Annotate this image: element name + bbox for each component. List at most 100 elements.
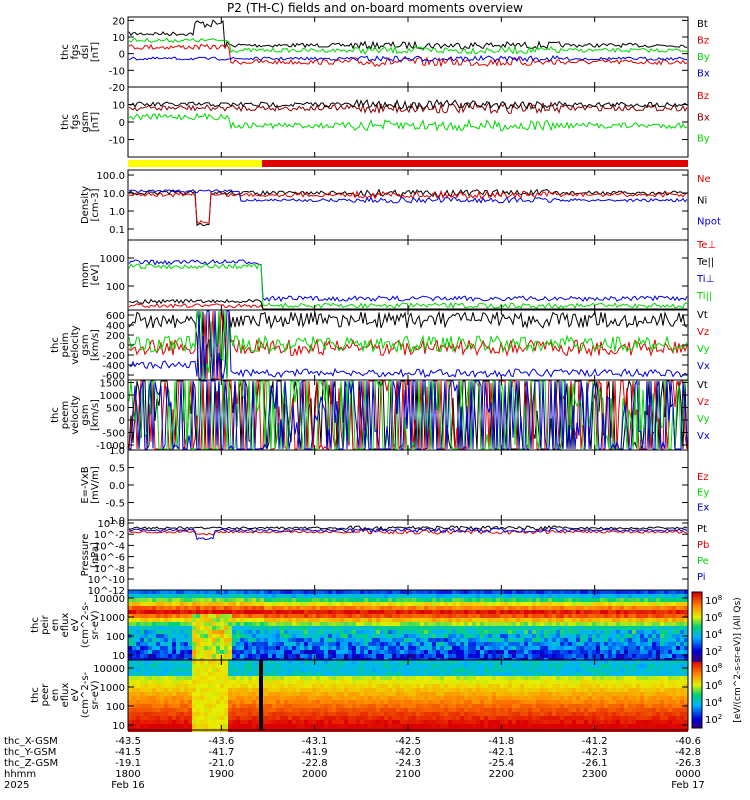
heat-cell	[212, 720, 216, 724]
heat-cell	[276, 704, 280, 708]
heat-cell	[520, 614, 524, 618]
heat-cell	[192, 594, 196, 598]
heat-cell	[352, 692, 356, 696]
heat-cell	[244, 664, 248, 668]
heat-cell	[316, 650, 320, 654]
heat-cell	[280, 638, 284, 642]
heat-cell	[448, 622, 452, 626]
heat-cell	[524, 610, 528, 614]
heat-cell	[428, 680, 432, 684]
heat-cell	[304, 610, 308, 614]
heat-cell	[680, 602, 684, 606]
heat-cell	[300, 688, 304, 692]
heat-cell	[264, 598, 268, 602]
heat-cell	[416, 614, 420, 618]
heat-cell	[484, 712, 488, 716]
heat-cell	[572, 720, 576, 724]
heat-cell	[336, 716, 340, 720]
heat-cell	[600, 650, 604, 654]
heat-cell	[352, 622, 356, 626]
heat-cell	[540, 590, 544, 594]
heat-cell	[316, 634, 320, 638]
heat-cell	[368, 614, 372, 618]
heat-cell	[276, 606, 280, 610]
heat-cell	[240, 594, 244, 598]
heat-cell	[220, 618, 224, 622]
heat-cell	[440, 708, 444, 712]
heat-cell	[436, 704, 440, 708]
heat-cell	[640, 594, 644, 598]
heat-cell	[588, 654, 592, 658]
heat-cell	[396, 704, 400, 708]
heat-cell	[276, 650, 280, 654]
heat-cell	[196, 708, 200, 712]
heat-cell	[548, 646, 552, 650]
heat-cell	[516, 692, 520, 696]
heat-cell	[376, 638, 380, 642]
heat-cell	[684, 618, 688, 622]
heat-cell	[580, 618, 584, 622]
heat-cell	[416, 606, 420, 610]
heat-cell	[148, 650, 152, 654]
heat-cell	[612, 622, 616, 626]
heat-cell	[392, 680, 396, 684]
heat-cell	[584, 688, 588, 692]
heat-cell	[172, 610, 176, 614]
heat-cell	[576, 688, 580, 692]
heat-cell	[532, 610, 536, 614]
heat-cell	[568, 720, 572, 724]
heat-cell	[528, 590, 532, 594]
heat-cell	[220, 598, 224, 602]
y-tick-label: -0.5	[105, 499, 125, 510]
heat-cell	[336, 668, 340, 672]
heat-cell	[552, 590, 556, 594]
heat-cell	[436, 590, 440, 594]
heat-cell	[544, 642, 548, 646]
y-tick-label: 0	[119, 50, 125, 61]
heat-cell	[180, 614, 184, 618]
heat-cell	[312, 606, 316, 610]
heat-cell	[248, 676, 252, 680]
heat-cell	[592, 664, 596, 668]
heat-cell	[408, 700, 412, 704]
legend-ti⊥: Ti⊥	[696, 274, 714, 285]
heat-cell	[300, 654, 304, 658]
heat-cell	[404, 708, 408, 712]
heat-cell	[684, 646, 688, 650]
heat-cell	[564, 704, 568, 708]
heat-cell	[468, 684, 472, 688]
y-tick-label: 10^0	[98, 519, 125, 530]
heat-cell	[196, 712, 200, 716]
heat-cell	[556, 688, 560, 692]
heat-cell	[424, 626, 428, 630]
heat-cell	[432, 692, 436, 696]
heat-cell	[436, 700, 440, 704]
heat-cell	[256, 634, 260, 638]
heat-cell	[604, 654, 608, 658]
heat-cell	[568, 688, 572, 692]
heat-cell	[436, 646, 440, 650]
heat-cell	[472, 594, 476, 598]
heat-cell	[248, 688, 252, 692]
heat-cell	[492, 664, 496, 668]
heat-cell	[512, 618, 516, 622]
heat-cell	[460, 720, 464, 724]
heat-cell	[492, 614, 496, 618]
heat-cell	[600, 590, 604, 594]
heat-cell	[632, 650, 636, 654]
heat-cell	[256, 606, 260, 610]
heat-cell	[504, 610, 508, 614]
heat-cell	[408, 594, 412, 598]
heat-cell	[456, 696, 460, 700]
y-axis-label: thc	[50, 407, 61, 423]
heat-cell	[264, 668, 268, 672]
heat-cell	[416, 646, 420, 650]
heat-cell	[372, 696, 376, 700]
heat-cell	[472, 598, 476, 602]
heat-cell	[380, 634, 384, 638]
heat-cell	[672, 634, 676, 638]
heat-cell	[144, 664, 148, 668]
heat-cell	[208, 634, 212, 638]
heat-cell	[376, 720, 380, 724]
heat-cell	[372, 668, 376, 672]
